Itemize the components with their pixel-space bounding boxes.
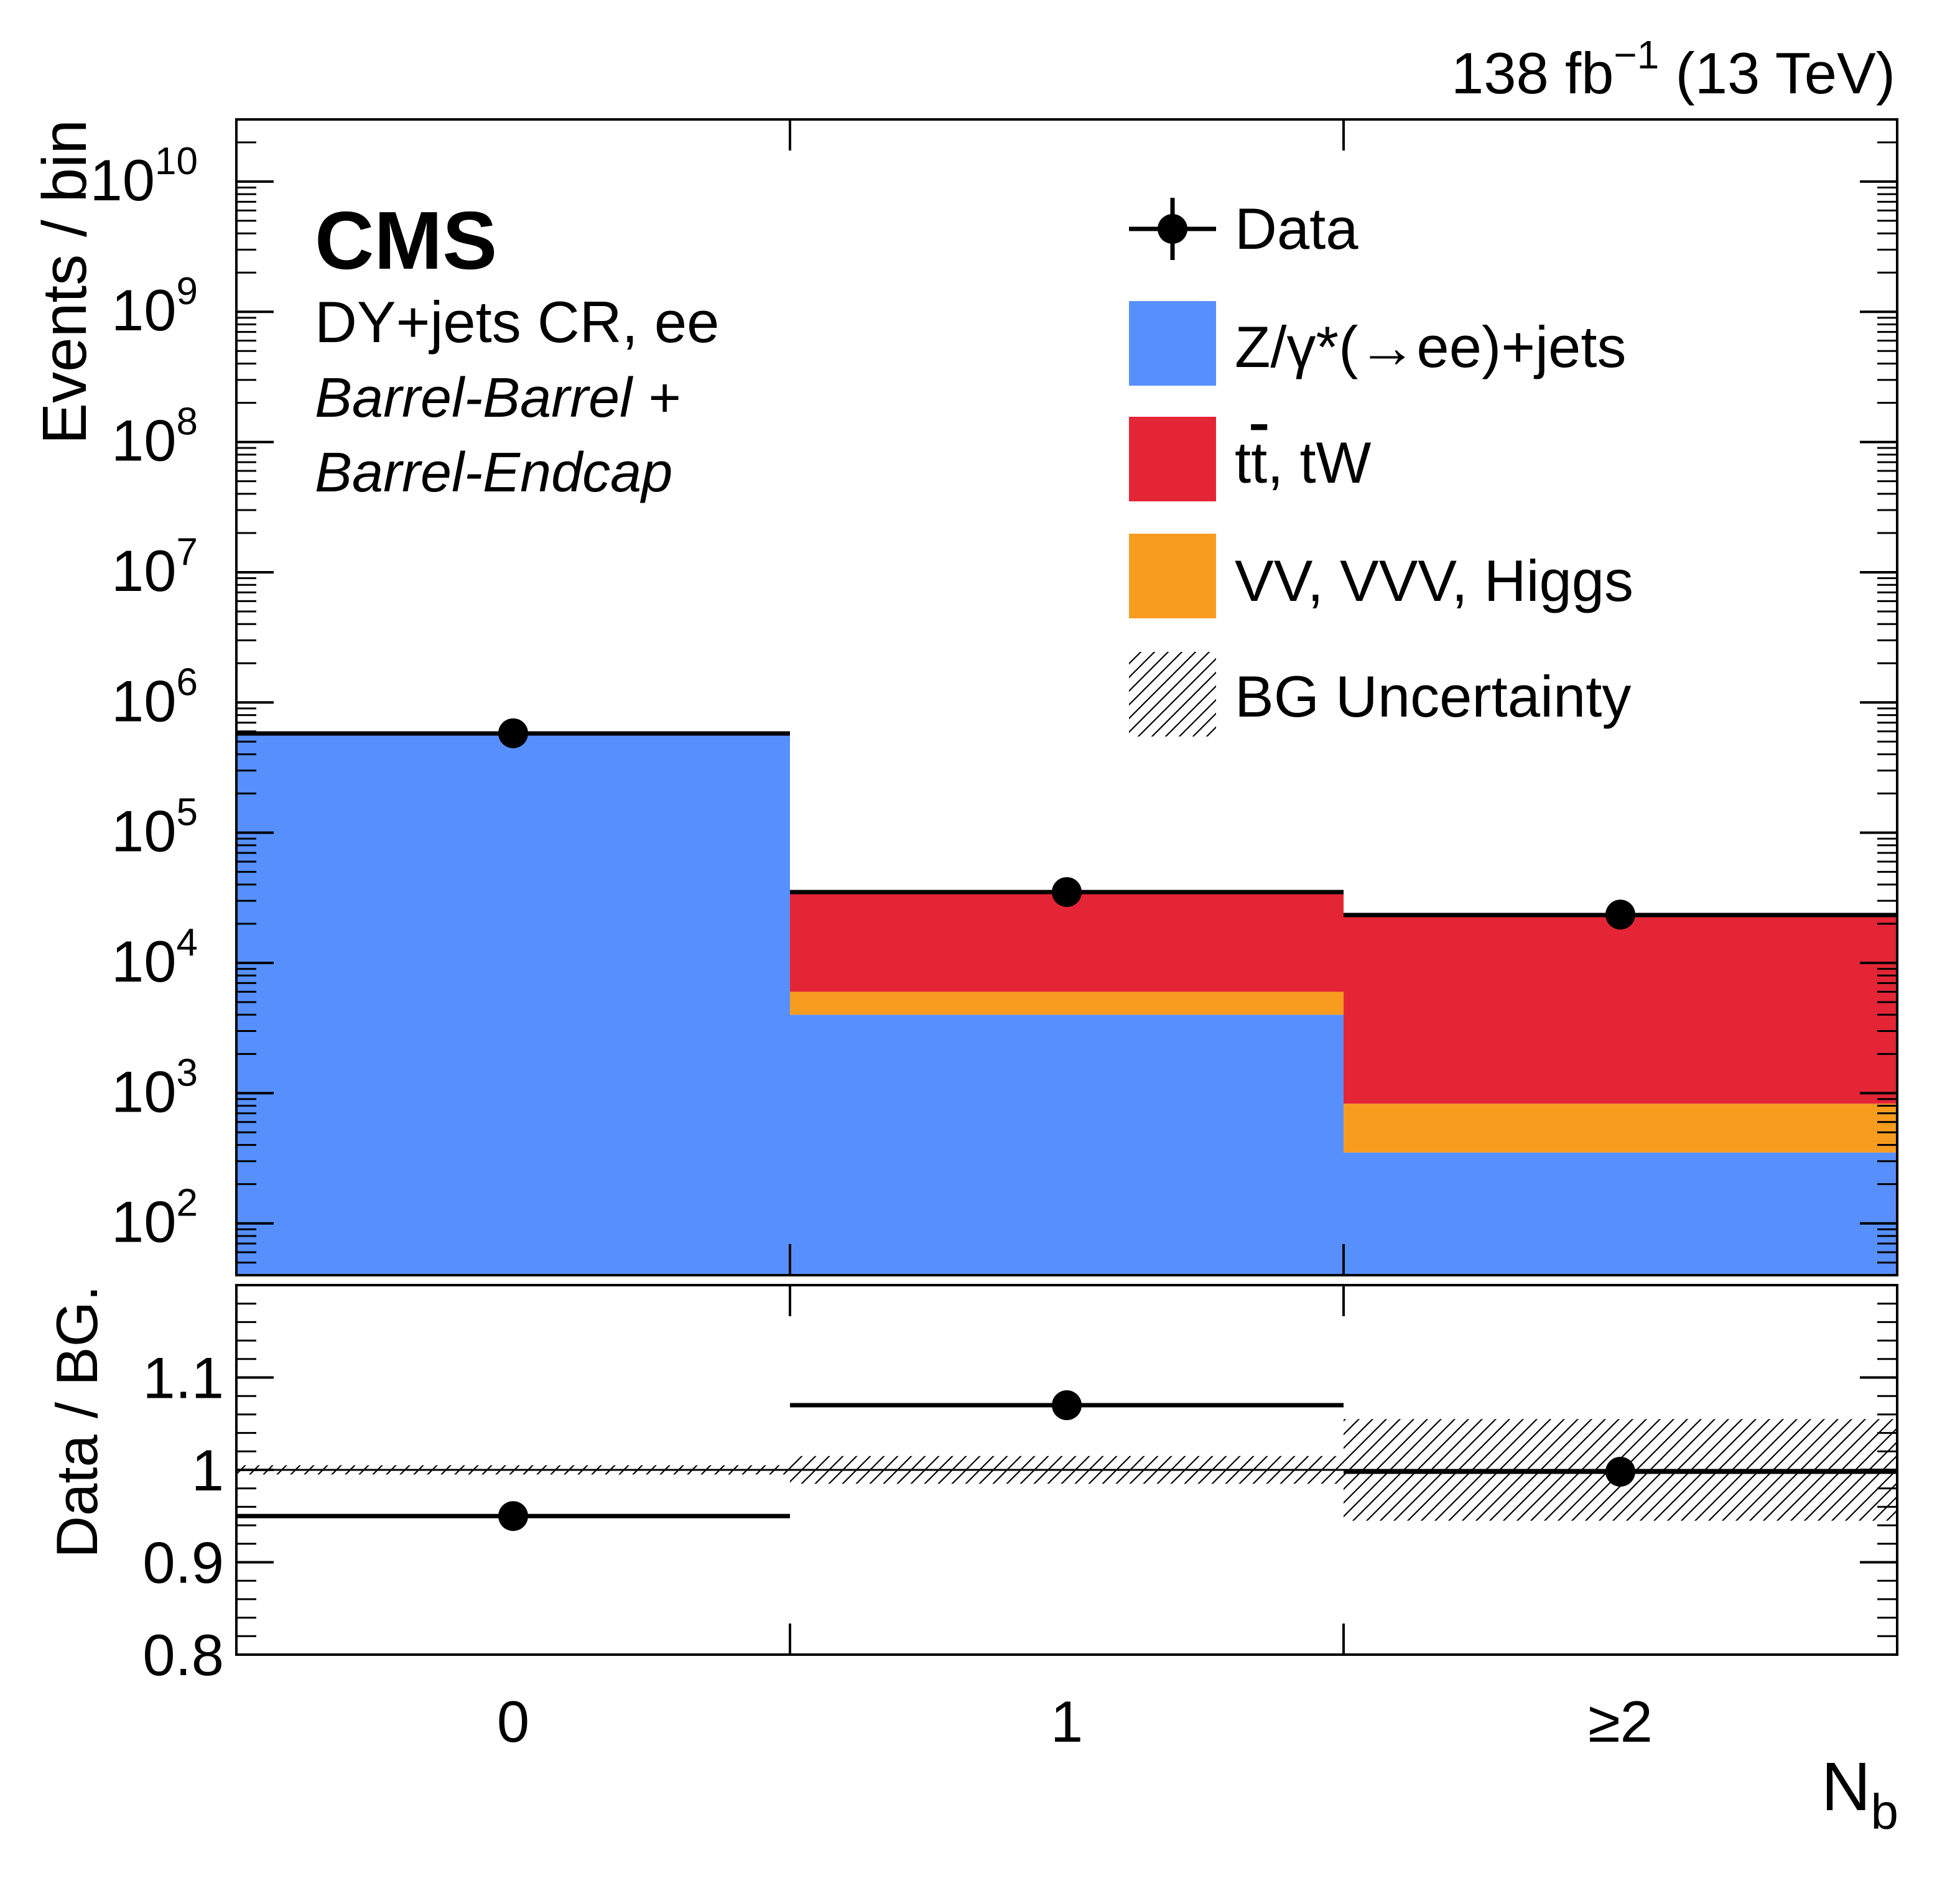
ratio-tick-label-3: 1.1 [142, 1345, 224, 1411]
data-points [498, 718, 1635, 930]
ratio-tick-label-1: 0.9 [142, 1530, 224, 1596]
y-tick-label-6: 108 [111, 401, 198, 473]
ratio-y-axis-title: Data / BG. [44, 1285, 109, 1558]
legend-entry-data: Data [1129, 196, 1359, 261]
ratio-tick-label-2: 1 [192, 1438, 224, 1503]
ratio-content [236, 1390, 1897, 1531]
ratio-point-2 [1605, 1456, 1635, 1487]
y-axis-title: Events / bin [30, 119, 100, 445]
y-tick-label-1: 103 [111, 1051, 198, 1124]
legend-label-dy: Z/γ*(→ee)+jets [1235, 314, 1626, 379]
category-line2: Barrel-Endcap [315, 442, 672, 504]
ratio-point-1 [1052, 1390, 1082, 1421]
bar-ttbar-1 [790, 892, 1344, 992]
legend-swatch-dy [1129, 301, 1216, 386]
bar-dy-0 [236, 734, 790, 1275]
experiment-label: CMS [315, 195, 497, 286]
ratio-point-0 [498, 1501, 528, 1531]
category-line1: Barrel-Barrel + [315, 367, 680, 429]
legend-label-vv: VV, VVV, Higgs [1235, 548, 1633, 613]
y-tick-label-0: 102 [111, 1182, 198, 1255]
legend-entry-unc: BG Uncertainty [1129, 652, 1631, 736]
x-category-label-1: 1 [1051, 1689, 1083, 1754]
bar-vv-1 [790, 992, 1344, 1015]
legend-swatch-vv [1129, 534, 1216, 618]
bar-ttbar-2 [1344, 914, 1897, 1104]
y-tick-label-2: 104 [111, 921, 198, 994]
legend-entry-vv: VV, VVV, Higgs [1129, 534, 1633, 618]
legend-entry-ttbar: tt, tW [1129, 417, 1372, 501]
stacked-bars [236, 731, 1897, 1275]
legend-data-marker [1158, 214, 1187, 244]
y-tick-label-5: 107 [111, 531, 198, 603]
legend-swatch-ttbar [1129, 417, 1216, 501]
ratio-tick-label-0: 0.8 [142, 1622, 224, 1688]
bar-dy-2 [1344, 1152, 1897, 1275]
lumi-label: 138 fb−1 (13 TeV) [1451, 32, 1895, 106]
x-category-label-2: ≥2 [1588, 1689, 1653, 1754]
data-point-2 [1605, 899, 1635, 930]
y-tick-label-7: 109 [111, 270, 198, 343]
y-tick-label-8: 1010 [90, 140, 198, 213]
legend-swatch-unc [1129, 652, 1216, 736]
legend-entry-dy: Z/γ*(→ee)+jets [1129, 301, 1626, 386]
y-tick-label-3: 105 [111, 791, 198, 864]
region-label: DY+jets CR, ee [315, 289, 719, 355]
x-category-label-0: 0 [497, 1689, 529, 1754]
top-frame [235, 118, 1898, 1276]
legend-label-data: Data [1235, 196, 1359, 261]
ratio-axes: 0.8 0.9 1 1.1 0 1 ≥2 [142, 1284, 1898, 1754]
bar-vv-2 [1344, 1103, 1897, 1153]
legend-label-ttbar: tt, tW [1235, 430, 1372, 495]
legend-label-unc: BG Uncertainty [1235, 664, 1631, 729]
x-axis-title: Nb [1821, 1749, 1898, 1839]
data-point-0 [498, 718, 528, 748]
bar-dy-1 [790, 1015, 1344, 1275]
data-point-1 [1052, 877, 1082, 908]
legend: Data Z/γ*(→ee)+jets tt, tW VV, VVV, Higg… [1129, 196, 1633, 736]
y-tick-label-4: 106 [111, 661, 198, 733]
